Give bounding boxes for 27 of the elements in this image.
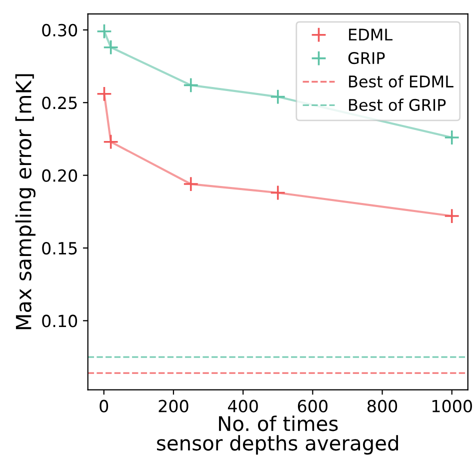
legend-label: EDML <box>349 28 392 40</box>
x-axis-title: No. of times sensor depths averaged <box>157 416 398 455</box>
point <box>102 40 119 56</box>
legend-label: Best of GRIP <box>349 98 446 111</box>
x-tick-label: 0 <box>100 400 108 412</box>
y-tick-label: 0.15 <box>42 242 77 255</box>
y-axis-title: Max sampling error [mK] <box>15 74 36 330</box>
point <box>96 24 112 40</box>
point <box>444 208 460 224</box>
legend-label: GRIP <box>348 52 385 64</box>
point <box>270 184 286 201</box>
point <box>183 176 199 192</box>
legend-label: Best of EDML <box>349 75 454 88</box>
point <box>96 86 112 102</box>
x-tick-label: 800 <box>367 400 398 412</box>
point <box>444 130 460 146</box>
x-tick-label: 200 <box>158 400 188 412</box>
y-tick-label: 0.30 <box>42 24 78 36</box>
point <box>183 77 199 94</box>
y-tick-label: 0.20 <box>42 169 78 182</box>
y-tick-label: 0.25 <box>42 96 77 110</box>
x-tick-label: 600 <box>298 400 328 412</box>
x-tick-label: 1000 <box>432 400 472 412</box>
y-tick-label: 0.10 <box>42 314 78 328</box>
point <box>270 88 286 105</box>
x-tick-label: 400 <box>228 400 258 412</box>
point <box>102 134 119 150</box>
